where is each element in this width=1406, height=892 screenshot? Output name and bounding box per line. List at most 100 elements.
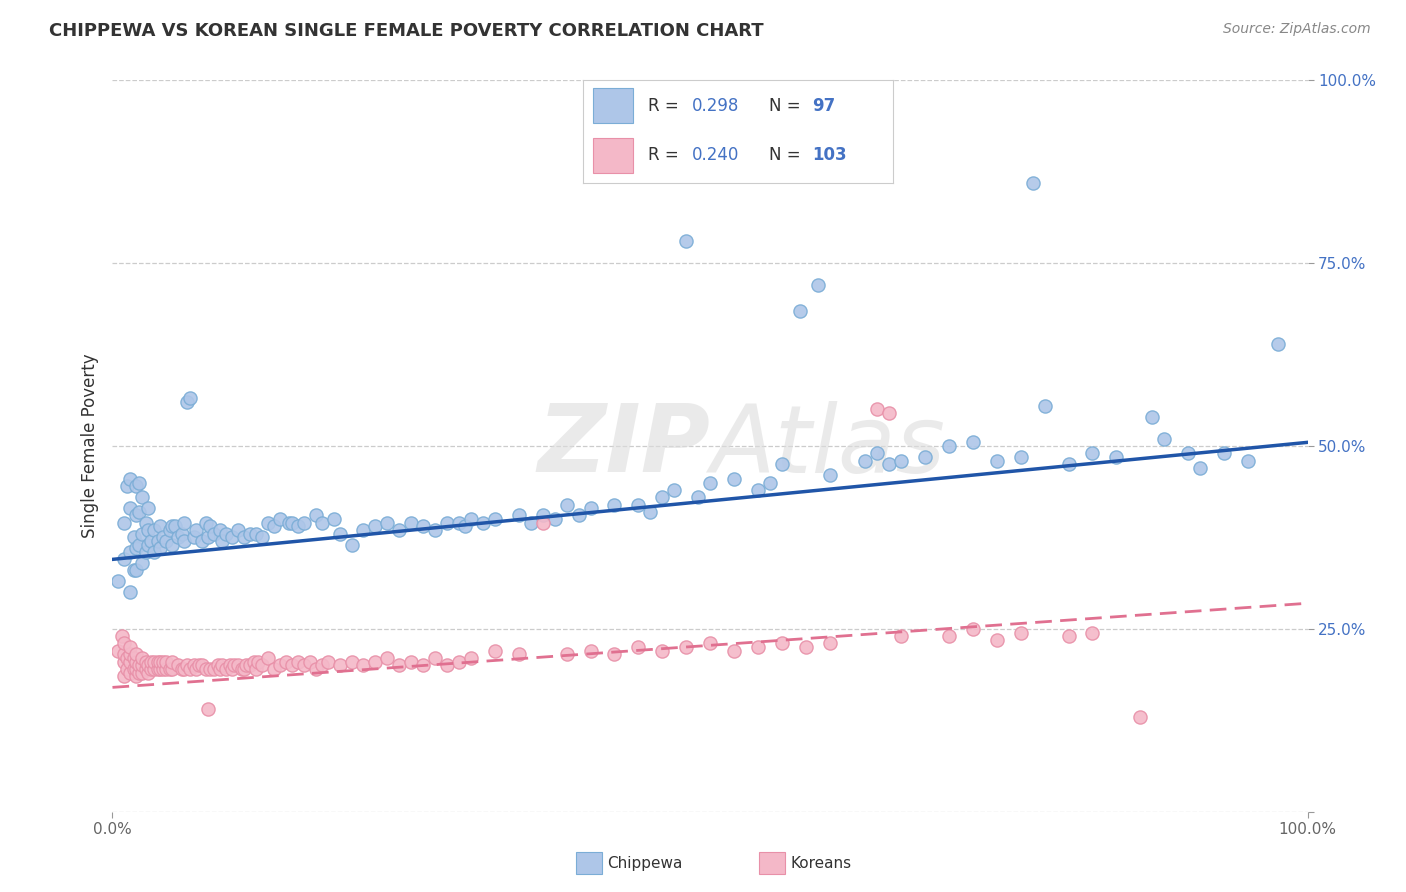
Point [603, 498, 626, 512]
Point [170, 526, 193, 541]
Point [131, 665, 153, 680]
Point [938, 439, 960, 453]
Point [149, 655, 172, 669]
Point [472, 516, 495, 530]
Point [377, 651, 399, 665]
Point [250, 658, 273, 673]
Point [115, 479, 138, 493]
Point [135, 655, 157, 669]
Point [114, 552, 135, 566]
Point [125, 662, 148, 676]
Point [531, 508, 554, 523]
Point [120, 545, 142, 559]
Point [211, 534, 233, 549]
Point [352, 523, 374, 537]
Point [120, 640, 142, 655]
Point [986, 632, 1008, 647]
Point [139, 534, 162, 549]
Point [304, 508, 326, 523]
Point [1237, 453, 1260, 467]
Point [1212, 446, 1236, 460]
Point [226, 658, 249, 673]
Point [292, 658, 315, 673]
Point [759, 475, 782, 490]
Point [125, 479, 148, 493]
Point [866, 446, 889, 460]
Point [120, 585, 142, 599]
Point [311, 516, 333, 530]
Point [107, 644, 129, 658]
Point [173, 662, 195, 676]
Point [143, 655, 166, 669]
Point [1189, 461, 1212, 475]
Point [401, 655, 423, 669]
Y-axis label: Single Female Poverty: Single Female Poverty [80, 354, 98, 538]
Point [914, 450, 936, 464]
Point [699, 636, 721, 650]
Point [152, 530, 174, 544]
Point [1267, 336, 1289, 351]
Point [239, 526, 262, 541]
Point [125, 655, 148, 669]
Point [454, 519, 477, 533]
Text: N =: N = [769, 97, 806, 115]
Point [877, 458, 900, 472]
Text: 103: 103 [813, 146, 846, 164]
Point [352, 658, 374, 673]
Point [135, 662, 157, 676]
Point [155, 655, 177, 669]
Point [377, 516, 399, 530]
Point [890, 629, 912, 643]
Point [122, 530, 145, 544]
Point [1057, 458, 1080, 472]
Point [460, 651, 482, 665]
Point [138, 665, 160, 680]
Point [412, 658, 434, 673]
Point [176, 658, 198, 673]
Point [208, 662, 231, 676]
Point [187, 658, 209, 673]
Point [311, 658, 333, 673]
Point [152, 655, 174, 669]
Point [263, 519, 285, 533]
Point [245, 662, 267, 676]
Point [298, 655, 321, 669]
Point [143, 662, 166, 676]
Point [1177, 446, 1199, 460]
Point [520, 516, 543, 530]
Point [938, 629, 960, 643]
Point [304, 662, 326, 676]
Point [115, 662, 138, 676]
Point [1033, 399, 1056, 413]
Point [263, 662, 285, 676]
Point [818, 468, 841, 483]
Point [531, 516, 554, 530]
Point [224, 658, 246, 673]
Point [269, 512, 291, 526]
Point [135, 516, 157, 530]
Point [543, 512, 565, 526]
Point [436, 516, 458, 530]
Point [747, 483, 769, 497]
Point [675, 640, 697, 655]
Point [364, 655, 387, 669]
Point [651, 490, 673, 504]
Point [1081, 625, 1104, 640]
Point [176, 395, 198, 409]
Point [122, 662, 145, 676]
Point [281, 516, 304, 530]
Point [231, 662, 253, 676]
Point [484, 644, 506, 658]
Point [890, 453, 912, 467]
Point [186, 662, 208, 676]
Point [962, 622, 984, 636]
Point [131, 651, 153, 665]
Point [340, 538, 363, 552]
Point [179, 392, 201, 406]
Point [250, 530, 273, 544]
Point [114, 648, 135, 662]
Point [146, 655, 169, 669]
Text: ZIP: ZIP [537, 400, 710, 492]
Point [508, 648, 530, 662]
Point [699, 475, 721, 490]
